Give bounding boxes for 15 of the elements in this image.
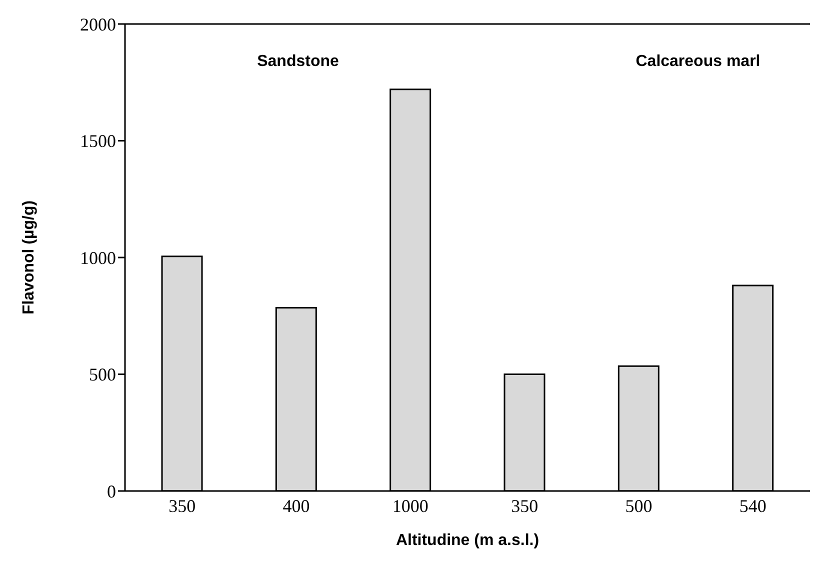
y-axis-title: Flavonol (µg/g) bbox=[20, 200, 38, 315]
x-tick-label: 500 bbox=[625, 496, 652, 516]
annotation: Calcareous marl bbox=[634, 53, 762, 71]
x-tick-label: 400 bbox=[282, 496, 310, 516]
x-axis-title: Altitudine (m a.s.l.) bbox=[396, 532, 540, 549]
x-tick-label: 350 bbox=[511, 496, 538, 516]
y-tick-label: 1500 bbox=[80, 131, 116, 152]
x-tick-label: 350 bbox=[168, 496, 196, 516]
y-tick-label: 1000 bbox=[80, 248, 116, 268]
y-tick-label: 0 bbox=[107, 481, 116, 502]
annotation: Sandstone bbox=[256, 53, 340, 71]
y-tick-label: 2000 bbox=[80, 14, 116, 34]
x-tick-label: 1000 bbox=[392, 496, 428, 516]
y-tick-label: 500 bbox=[89, 364, 116, 385]
x-tick-label: 540 bbox=[739, 496, 766, 516]
